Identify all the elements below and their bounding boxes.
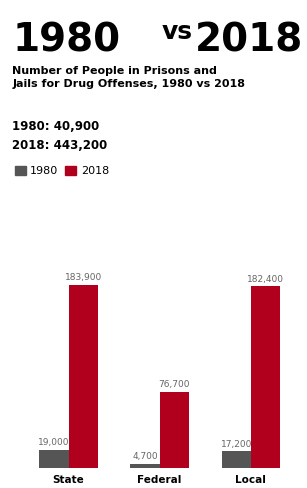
- Text: 17,200: 17,200: [220, 440, 252, 449]
- Text: vs: vs: [161, 20, 192, 43]
- Bar: [160, 392, 189, 468]
- Text: 1980: 40,900: 1980: 40,900: [12, 120, 99, 133]
- Text: 182,400: 182,400: [247, 275, 284, 284]
- Text: 1980: 1980: [12, 22, 120, 60]
- Text: 76,700: 76,700: [158, 380, 190, 389]
- Bar: [68, 285, 98, 468]
- Bar: [130, 464, 160, 468]
- Bar: [222, 451, 251, 468]
- Text: 4,700: 4,700: [132, 452, 158, 461]
- Text: 19,000: 19,000: [38, 438, 70, 447]
- Text: 2018: 443,200: 2018: 443,200: [12, 139, 107, 152]
- Bar: [39, 449, 68, 468]
- Legend: 1980, 2018: 1980, 2018: [15, 165, 109, 176]
- Text: Number of People in Prisons and
Jails for Drug Offenses, 1980 vs 2018: Number of People in Prisons and Jails fo…: [12, 66, 245, 89]
- Text: 2018: 2018: [195, 22, 303, 60]
- Text: 183,900: 183,900: [64, 273, 102, 283]
- Bar: [251, 286, 280, 468]
